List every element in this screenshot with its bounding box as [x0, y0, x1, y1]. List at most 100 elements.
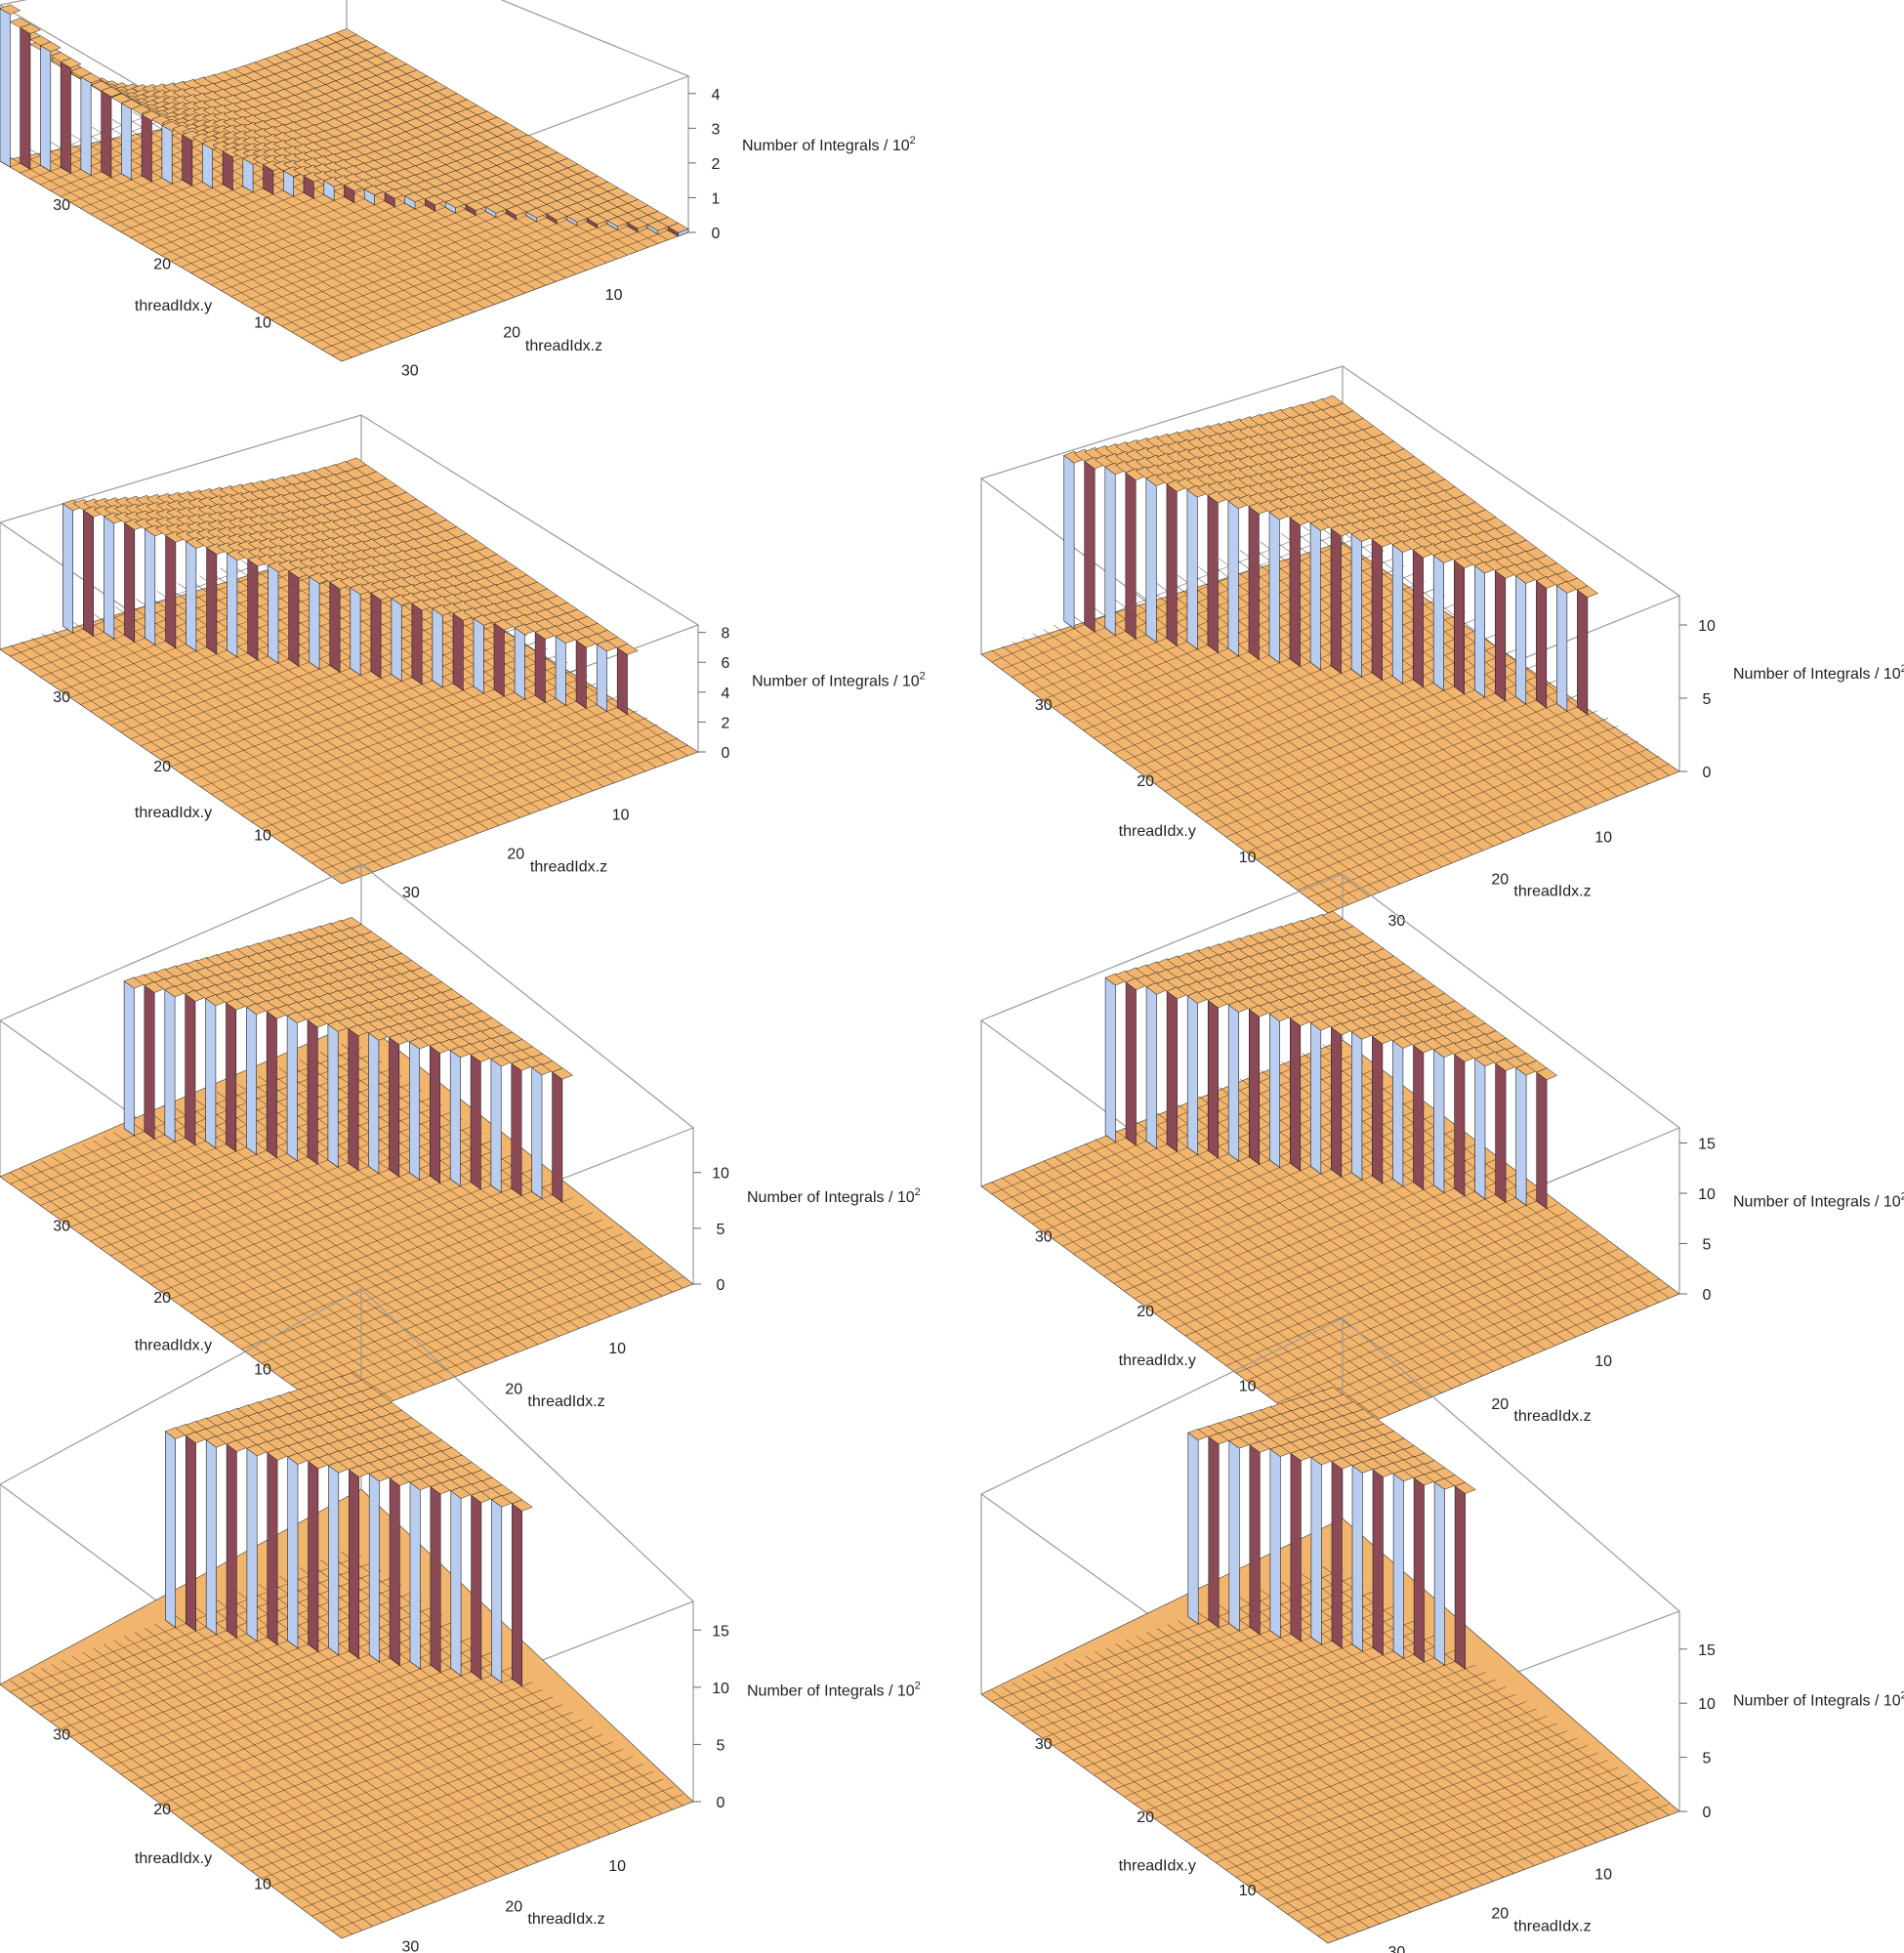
bar-side — [1269, 1013, 1280, 1169]
floor-grid — [0, 1488, 694, 1939]
bar-top — [1309, 1018, 1332, 1031]
bar-side — [60, 61, 71, 175]
axes-labels: 30 20 10 10 20 30 0 2 4 6 8 threadIdx.y threadIdx.z N… — [53, 626, 925, 901]
bar-side — [20, 26, 31, 170]
bar-top — [449, 1046, 472, 1059]
bar-top — [473, 614, 495, 626]
bar-side — [1351, 1031, 1363, 1182]
y-tick-label: 10 — [1239, 1883, 1257, 1899]
x-tick-label: 20 — [507, 846, 524, 862]
bar-top — [1269, 1444, 1292, 1457]
bar-top — [1290, 1449, 1312, 1462]
bar-top — [1371, 1031, 1394, 1045]
bar-top — [268, 561, 290, 573]
z-axis-label-exponent: 2 — [1901, 663, 1904, 675]
bar-top — [465, 200, 487, 211]
z-axis-label: Number of Integrals / 102 — [747, 1186, 921, 1206]
bar-top — [1289, 513, 1311, 526]
axes-labels: 30 20 10 10 20 30 0 1 2 3 4 threadIdx.y threadIdx.z N… — [53, 87, 915, 380]
bar-side — [370, 592, 382, 680]
bar-top — [404, 191, 426, 202]
bar-side — [1145, 985, 1157, 1149]
bar-top — [1186, 991, 1209, 1004]
bar-side — [1309, 522, 1321, 671]
z-tick-label: 5 — [1703, 691, 1712, 708]
bar-side — [1515, 1066, 1527, 1206]
z-axis-label: Number of Integrals / 102 — [752, 671, 926, 690]
bar-top — [1207, 490, 1229, 504]
bar-side — [1187, 1432, 1199, 1625]
bar-top — [246, 1443, 269, 1457]
bar-top — [1454, 1481, 1476, 1494]
bar-side — [409, 1481, 421, 1670]
y-axis-label: threadIdx.y — [1119, 1857, 1196, 1874]
bar-top — [1309, 519, 1332, 531]
bar-top — [1331, 1457, 1353, 1470]
bar-side — [1227, 1004, 1239, 1162]
bar-side — [1392, 1473, 1404, 1659]
bar-top — [266, 1007, 288, 1019]
bar-top — [1372, 1465, 1394, 1477]
bar-side — [348, 1027, 359, 1172]
bar-top — [1228, 1436, 1251, 1449]
bar-top — [1514, 571, 1537, 584]
bar-side — [1330, 527, 1342, 675]
z-axis-label: Number of Integrals / 102 — [742, 135, 916, 154]
x-tick-label: 10 — [1594, 830, 1612, 847]
bar-top — [1412, 545, 1434, 559]
bar-top — [186, 537, 208, 549]
bar-top — [327, 1461, 350, 1474]
bar-top — [20, 23, 42, 34]
bar-side — [432, 607, 443, 688]
bar-top — [1227, 496, 1250, 510]
bar-side — [1474, 564, 1485, 698]
bar-side — [1433, 1049, 1445, 1194]
bar-side — [1351, 1465, 1363, 1652]
bar-side — [1350, 533, 1362, 678]
bar-top — [596, 640, 618, 652]
bar-top — [1166, 479, 1188, 492]
bar-side — [1454, 1485, 1466, 1670]
y-tick-label: 30 — [1035, 697, 1053, 714]
bar-side — [1413, 1476, 1425, 1663]
z-tick-label: 2 — [722, 715, 730, 731]
y-tick-label: 10 — [254, 827, 271, 844]
bar-top — [391, 594, 413, 606]
z-tick-label: 10 — [712, 1681, 729, 1697]
bar-top — [1207, 995, 1229, 1009]
bar-side — [450, 1490, 462, 1677]
bar-side — [534, 631, 546, 703]
bar-side — [185, 993, 196, 1146]
bar-top — [1330, 1022, 1352, 1035]
bar-top — [327, 1019, 350, 1032]
bar-top — [370, 589, 393, 601]
bar-side — [1413, 1044, 1425, 1190]
y-tick-label: 10 — [254, 315, 271, 332]
z-tick-label: 3 — [712, 121, 721, 138]
bar-top — [323, 176, 346, 187]
bar-side — [449, 1050, 461, 1187]
axes-labels: 30 20 10 10 20 30 0 5 10 15 threadIdx.y threadIdx.z… — [1035, 1642, 1904, 1953]
bar-side — [124, 521, 136, 644]
bar-side — [205, 997, 217, 1149]
bar-side — [287, 1456, 299, 1649]
bar-side — [514, 627, 525, 700]
bar-side — [411, 603, 423, 686]
bar-side — [349, 1469, 359, 1660]
bar-top — [1227, 1000, 1250, 1013]
y-tick-label: 10 — [254, 1877, 271, 1893]
x-tick-label: 20 — [1491, 1396, 1509, 1413]
bar-top — [80, 72, 103, 84]
z-tick-label: 6 — [722, 655, 730, 672]
bar-top — [432, 604, 454, 616]
bar-side — [1331, 1026, 1343, 1178]
x-axis-label: threadIdx.z — [1513, 884, 1591, 900]
bar-top — [1453, 556, 1475, 569]
y-tick-label: 10 — [254, 1361, 271, 1378]
bar-top — [1474, 1054, 1497, 1067]
bar-top — [205, 994, 228, 1007]
x-axis-label: threadIdx.z — [1513, 1408, 1591, 1425]
x-tick-label: 10 — [1594, 1867, 1612, 1884]
bar-top — [1454, 1050, 1476, 1062]
